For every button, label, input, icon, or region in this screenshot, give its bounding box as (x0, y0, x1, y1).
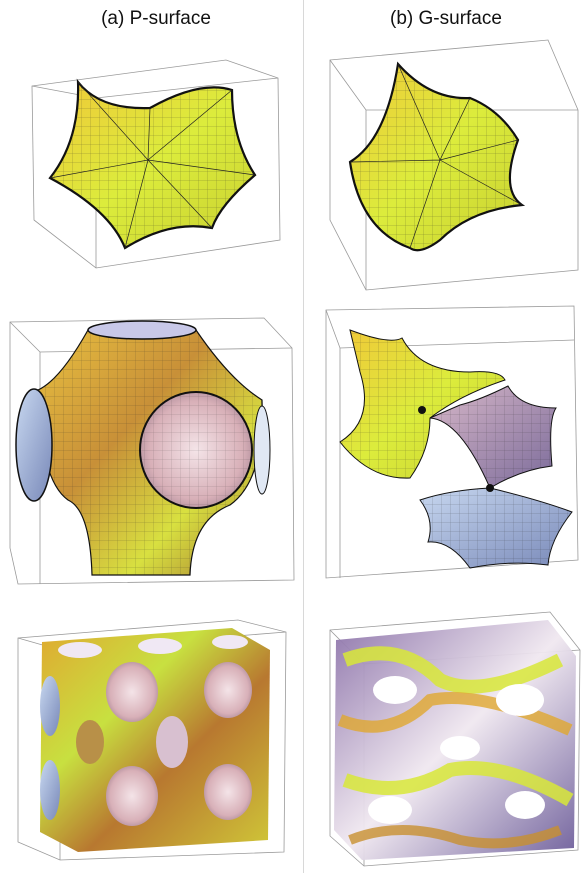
title-g-surface: (b) G-surface (390, 8, 502, 29)
title-p-surface: (a) P-surface (101, 8, 211, 29)
p-surface-periodic-structure (17, 619, 287, 861)
g-surface-unit-cell (325, 305, 579, 579)
p-surface-unit-cell (9, 317, 295, 585)
g-surface-periodic-structure (329, 611, 581, 867)
g-surface-patch (329, 39, 579, 291)
column-divider (303, 0, 304, 873)
p-surface-patch (31, 59, 281, 269)
